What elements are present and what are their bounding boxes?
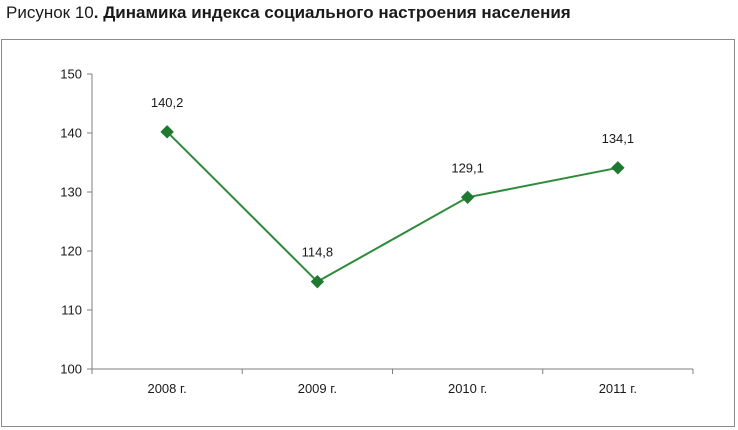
data-point-marker [460,190,475,205]
chart-axes: 100 110 120 130 140 150 2008 г. 2009 г. 2010 г. 2… [60,67,694,396]
figure-title: . Динамика индекса социального настроени… [93,3,571,22]
x-tick-label: 2008 г. [147,381,186,396]
x-tick-label: 2009 г. [298,381,337,396]
data-label: 129,1 [451,160,484,175]
data-point-marker [160,125,174,139]
y-tick-label: 130 [60,185,82,200]
x-tick-label: 2010 г. [448,381,487,396]
y-tick-label: 120 [60,244,82,259]
y-tick-label: 110 [61,303,82,318]
figure-caption: Рисунок 10. Динамика индекса социального… [6,3,571,23]
data-label: 114,8 [302,245,334,260]
series-line [166,131,619,283]
data-label: 140,2 [151,95,184,110]
chart-plot-area: 140,2 114,8 129,1 134,1 [151,95,635,289]
x-tick-label: 2011 г. [599,381,637,396]
data-point-marker [310,274,325,289]
y-tick-label: 150 [60,67,82,82]
figure-number: Рисунок 10 [6,3,94,22]
y-tick-label: 140 [60,126,82,141]
chart-frame [1,39,735,427]
data-point-marker [611,161,625,175]
y-tick-label: 100 [60,362,82,377]
data-label: 134,1 [602,131,635,146]
